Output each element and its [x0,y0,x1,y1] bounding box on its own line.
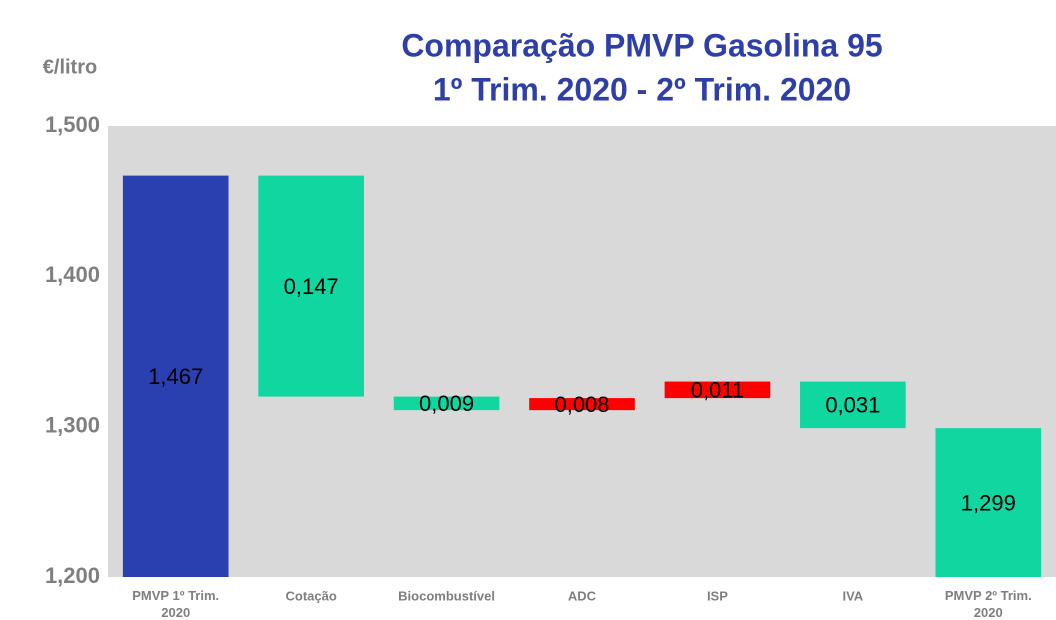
y-tick-label: 1,300 [45,412,100,437]
x-tick-label: Biocombustível [398,588,495,603]
x-tick-label: ISP [707,588,728,603]
bar [664,381,771,399]
chart-title: 1º Trim. 2020 - 2º Trim. 2020 [433,71,851,107]
x-tick-label-line: 2020 [974,605,1003,620]
y-axis-label: €/litro [43,56,97,78]
bar [258,175,364,397]
bar [529,398,635,411]
y-tick-label: 1,400 [45,262,100,287]
y-tick-label: 1,500 [45,112,100,137]
bar [935,428,1042,577]
plot-background [108,126,1056,577]
x-tick-label-line: 2020 [161,605,190,620]
value-label: 1,299 [961,490,1016,515]
chart-title: Comparação PMVP Gasolina 95 [401,27,882,63]
x-tick-label: IVA [842,588,863,603]
value-label: 0,031 [825,393,880,418]
value-label: 0,147 [284,274,339,299]
value-label: 0,009 [419,391,474,416]
value-label: 0,011 [691,378,744,403]
bar [393,396,500,411]
x-tick-label: Cotação [285,588,336,603]
value-label: 0,008 [554,392,609,417]
x-tick-label: ADC [568,588,597,603]
bar [122,175,229,578]
value-label: 1,467 [148,364,203,389]
x-tick-label: PMVP 2º Trim. 2020 [945,588,1032,620]
y-tick-label: 1,200 [45,563,100,588]
x-tick-label-line: PMVP 2º Trim. [945,588,1032,603]
x-tick-label: PMVP 1º Trim. 2020 [132,588,219,620]
bar [800,381,906,429]
x-tick-label-line: PMVP 1º Trim. [132,588,219,603]
